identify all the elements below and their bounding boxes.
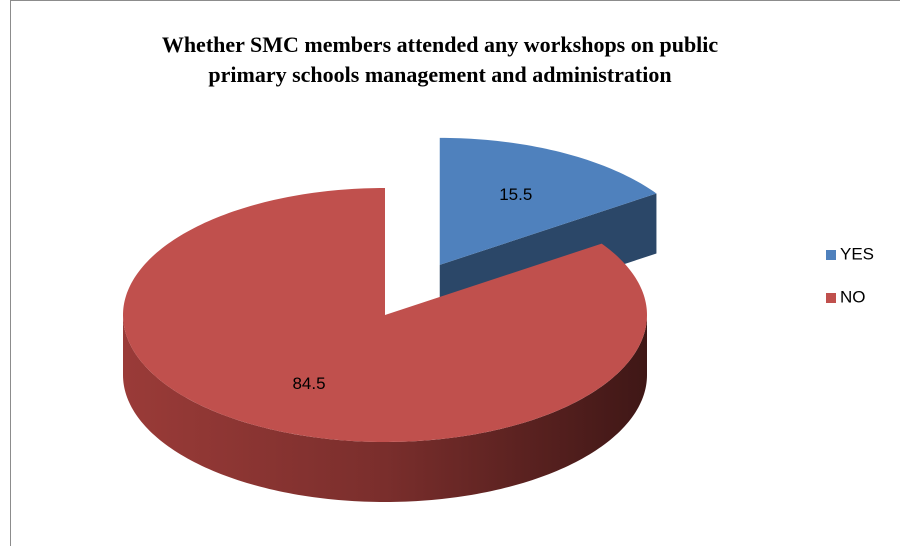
legend-label: NO (840, 287, 866, 306)
legend-swatch (826, 250, 836, 260)
data-label: 84.5 (292, 374, 325, 393)
legend: YES NO (826, 244, 874, 306)
slice-wall (123, 315, 647, 502)
pie: 15.5 84.5 (123, 137, 657, 502)
legend-label: YES (840, 244, 874, 263)
data-label: 15.5 (499, 185, 532, 204)
slice (123, 188, 647, 442)
legend-swatch (826, 293, 836, 303)
slice (439, 137, 657, 265)
chart-title: Whether SMC members attended any worksho… (162, 32, 719, 87)
